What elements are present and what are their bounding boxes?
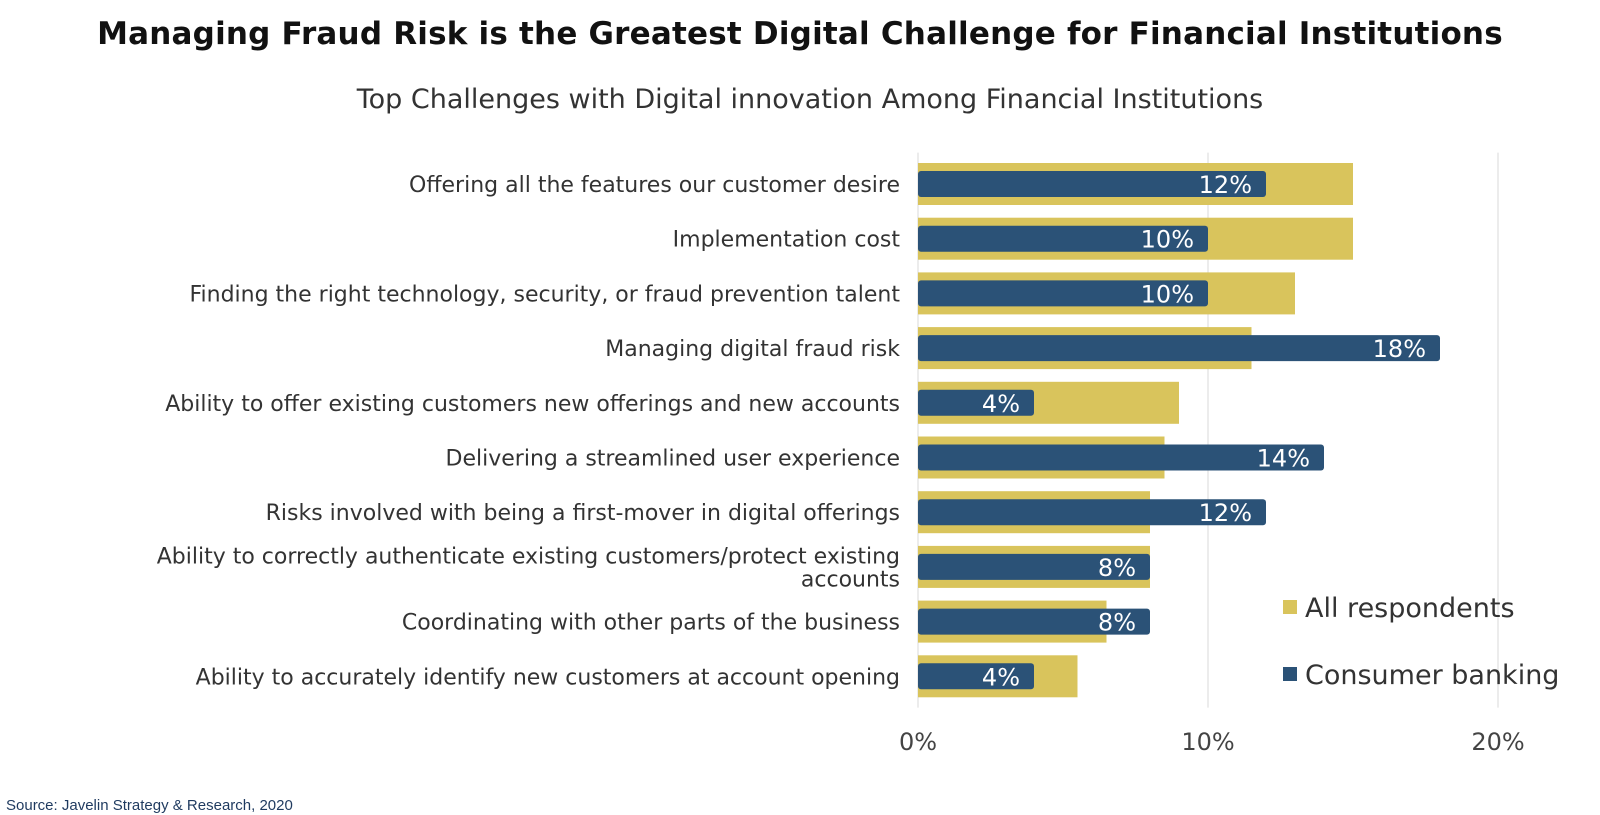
bar-consumer-banking [918,553,1150,580]
category-label: Implementation cost [673,228,901,253]
legend: All respondents Consumer banking [1283,593,1559,691]
bar-consumer-banking [918,225,1208,252]
bar-data-label: 10% [1141,280,1194,308]
bar-consumer-banking [918,663,1034,690]
category-label: Ability to correctly authenticate existi… [157,544,900,569]
bar-consumer-banking [918,444,1324,471]
bar-data-label: 12% [1199,499,1252,527]
x-tick-label: 10% [1181,728,1234,756]
bar-consumer-banking [918,280,1208,307]
bar-consumer-banking [918,171,1266,197]
legend-swatch [1283,667,1297,681]
bar-consumer-banking [918,499,1266,526]
bar-data-label: 18% [1373,335,1426,363]
bar-data-label: 14% [1257,445,1310,473]
bar-data-label: 10% [1141,226,1194,254]
legend-label: Consumer banking [1305,660,1559,691]
bar-consumer-banking [918,608,1150,635]
bar-data-label: 8% [1098,609,1136,637]
category-label: Ability to accurately identify new custo… [196,665,900,690]
category-label: Ability to offer existing customers new … [165,392,900,417]
category-label: accounts [801,567,900,592]
legend-label: All respondents [1305,593,1515,624]
x-tick-label: 20% [1471,728,1524,756]
x-axis-ticks: 0% 10% 20% [899,728,1525,756]
bar-data-label: 8% [1098,554,1136,582]
source-note: Source: Javelin Strategy & Research, 202… [6,797,293,814]
bar-data-label: 4% [982,663,1020,691]
bar-data-label: 12% [1199,171,1252,199]
category-label: Delivering a streamlined user experience [446,447,900,472]
bars: 12%10%10%18%4%14%12%8%8%4% [918,163,1440,698]
chart-subtitle: Top Challenges with Digital innovation A… [356,84,1264,115]
bar-consumer-banking [918,389,1034,416]
category-label: Risks involved with being a first-mover … [266,501,900,526]
category-label: Managing digital fraud risk [605,337,900,362]
category-label: Finding the right technology, security, … [189,282,900,307]
category-label: Coordinating with other parts of the bus… [402,611,900,636]
category-labels: Offering all the features our customer d… [157,173,901,690]
bar-consumer-banking [918,335,1440,362]
bar-data-label: 4% [982,390,1020,418]
x-tick-label: 0% [899,728,937,756]
legend-swatch [1283,600,1297,614]
category-label: Offering all the features our customer d… [409,173,900,198]
chart-title: Managing Fraud Risk is the Greatest Digi… [97,16,1503,52]
